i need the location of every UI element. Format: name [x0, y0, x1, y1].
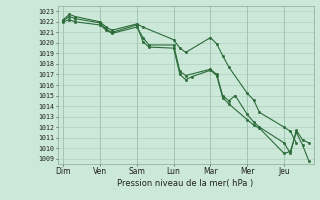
X-axis label: Pression niveau de la mer( hPa ): Pression niveau de la mer( hPa ): [117, 179, 254, 188]
